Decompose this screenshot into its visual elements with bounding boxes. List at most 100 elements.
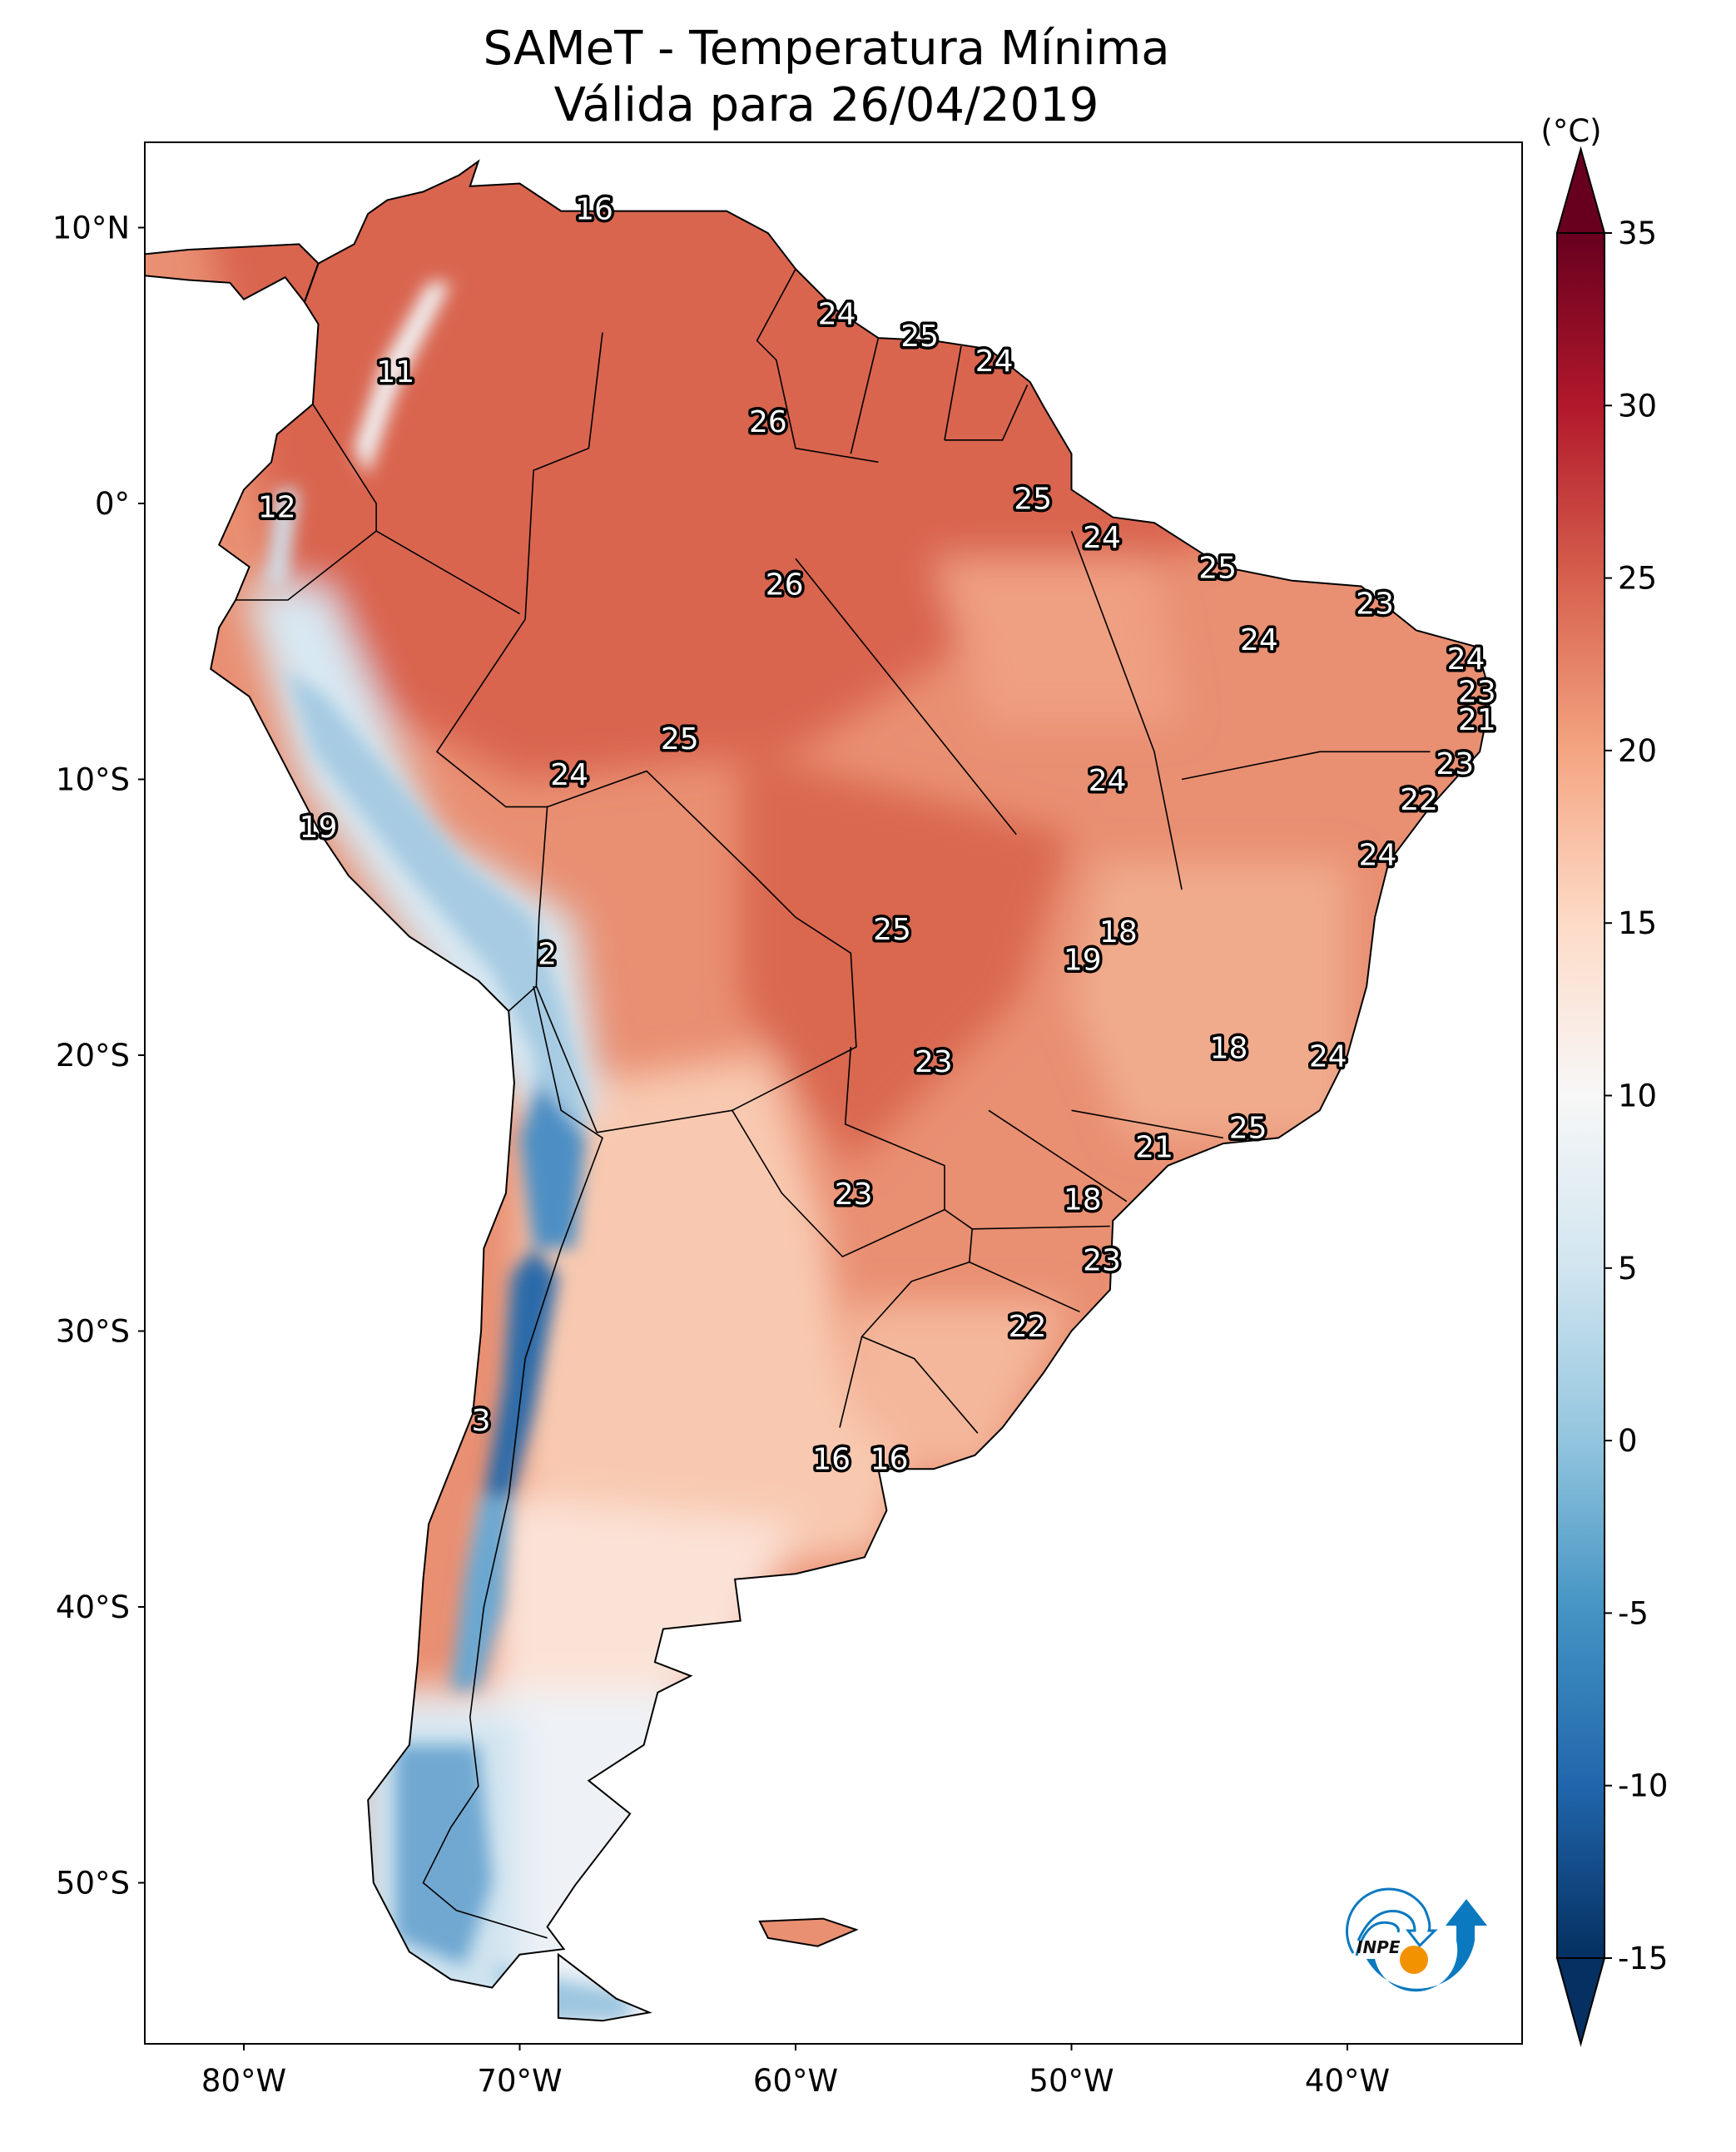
station-label: 18 [1064,1183,1102,1217]
station-label: 16 [575,193,613,227]
map-frame [144,141,1523,2045]
colorbar-tick-label: 15 [1618,905,1657,941]
border-line [969,1261,1080,1313]
border-line [375,530,520,615]
lat-tick-label: 10°S [56,762,130,798]
colorbar-unit: (°C) [1540,113,1601,149]
station-label: 23 [915,1045,953,1079]
border-line [944,345,962,440]
border-line [524,332,603,620]
station-label: 19 [300,811,338,845]
colorbar-tick-label: 30 [1618,388,1657,424]
lat-tick-label: 10°N [52,211,130,246]
colorbar-extend-max [1555,146,1606,234]
station-label: 22 [1400,783,1438,817]
lat-tick-label: 40°S [56,1589,130,1625]
station-label: 24 [1309,1039,1347,1074]
station-label: 24 [1089,764,1127,798]
lon-tick-label: 40°W [1305,2063,1390,2099]
lon-tick-label: 60°W [753,2063,838,2099]
station-label: 21 [1458,703,1496,737]
country-borders [236,268,1431,1939]
border-line [535,770,857,1133]
border-line [988,1109,1128,1202]
station-label: 24 [1447,642,1486,677]
station-label: 16 [812,1442,851,1476]
border-line [861,1336,979,1434]
lon-tick-label: 70°W [477,2063,562,2099]
map-axes: 10°N 0° 10°S 20°S 30°S 40°S 50°S 80°W 70°W 60°W 50… [52,211,1390,2100]
coastline [758,1917,859,1947]
border-line [756,268,879,464]
colorbar-tick-label: 10 [1618,1078,1657,1114]
coastlines [145,159,1492,2022]
station-label: 25 [873,913,911,947]
station-label: 11 [376,355,414,389]
station-label: 25 [661,722,699,756]
coastline [145,243,320,305]
colorbar-gradient [1556,232,1605,1959]
station-label: 3 [472,1404,491,1438]
inpe-logo: INPE [1346,1887,1487,1992]
station-label: 25 [1229,1112,1267,1146]
colorbar-tick-label: 35 [1618,216,1657,251]
colorbar-extend-min [1555,1957,1606,2047]
station-label: 25 [1014,483,1052,517]
station-label: 19 [1064,943,1102,977]
colorbar-tick-label: -10 [1618,1768,1668,1804]
lat-tick-label: 20°S [56,1038,130,1074]
lat-tick-label: 50°S [56,1866,130,1902]
border-line [422,985,603,1939]
station-label: 23 [835,1178,873,1212]
lat-tick-label: 30°S [56,1314,130,1350]
station-label: 24 [1240,623,1278,657]
border-line [850,337,880,454]
colorbar-tick-label: -15 [1618,1941,1668,1976]
station-label: 2 [538,938,557,972]
border-line [795,558,1017,836]
station-label: 23 [1083,1244,1121,1278]
border-line [972,1225,1110,1230]
lon-tick-label: 50°W [1029,2063,1114,2099]
station-label: 24 [1083,521,1121,555]
border-line [1071,1109,1223,1139]
station-label: 26 [749,405,787,439]
colorbar-tick-label: 20 [1618,733,1657,769]
station-label: 21 [1135,1131,1173,1165]
title-line-1: SAMeT - Temperatura Mínima [483,22,1169,76]
station-label: 25 [1198,552,1237,586]
lat-tick-label: 0° [95,486,130,522]
station-label: 23 [1458,676,1496,710]
lon-tick-label: 80°W [201,2063,286,2099]
station-label: 25 [900,320,939,354]
station-label: 18 [1099,915,1138,950]
station-label: 23 [1356,588,1394,622]
colorbar-tick-label: -5 [1618,1595,1649,1631]
colorbar-tick-label: 0 [1618,1423,1638,1459]
station-label: 22 [1009,1310,1047,1344]
station-label: 24 [975,345,1014,379]
border-line [945,384,1029,441]
coastline [557,1952,652,2022]
title-line-2: Válida para 26/04/2019 [554,78,1099,132]
station-label: 24 [818,298,856,332]
logo-text: INPE [1357,1937,1401,1957]
station-label: 23 [1436,747,1474,781]
border-line [1070,530,1183,890]
station-label: 12 [258,491,296,525]
station-label: 24 [550,758,588,792]
border-line [839,1208,974,1428]
station-label: 26 [766,568,804,602]
colorbar-tick-label: 25 [1618,561,1657,597]
coastline [210,159,1492,1989]
station-label: 18 [1210,1031,1248,1065]
station-label: 24 [1359,838,1397,872]
border-line [1181,751,1431,781]
colorbar-tick-label: 5 [1618,1251,1638,1287]
station-label: 16 [870,1442,909,1476]
colorbar: (°C) -15 -10 -5 0 5 10 15 20 25 30 35 [1540,113,1668,2047]
